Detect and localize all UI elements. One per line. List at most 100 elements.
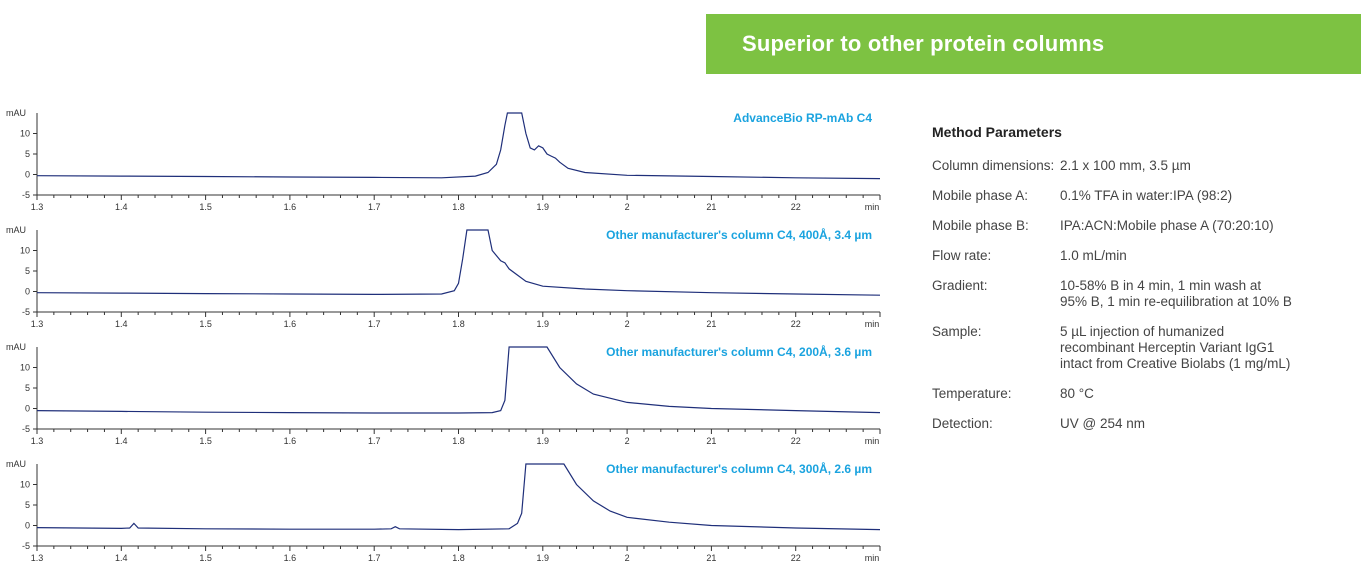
x-tick-label: 1.7	[368, 202, 381, 212]
y-tick-label: 5	[25, 500, 30, 510]
param-row: Sample: 5 µL injection of humanized reco…	[932, 324, 1357, 372]
param-row: Detection: UV @ 254 nm	[932, 416, 1357, 432]
y-tick-label: -5	[22, 541, 30, 551]
x-tick-label: 1.8	[452, 202, 465, 212]
x-tick-label: 1.8	[452, 436, 465, 446]
x-tick-label: 21	[706, 319, 716, 329]
x-tick-label: 1.3	[31, 553, 44, 563]
y-tick-label: -5	[22, 424, 30, 434]
chromatogram-trace	[37, 229, 880, 296]
x-tick-label: 2	[625, 553, 630, 563]
param-value: 1.0 mL/min	[1060, 248, 1127, 263]
param-label: Column dimensions:	[932, 158, 1055, 173]
param-label: Mobile phase B:	[932, 218, 1029, 233]
y-tick-label: 0	[25, 170, 30, 180]
chromatogram-trace	[37, 463, 880, 531]
x-tick-label: 1.6	[284, 553, 297, 563]
chromatogram-trace	[37, 346, 880, 414]
x-tick-label: 1.6	[284, 319, 297, 329]
x-axis-unit-label: min	[865, 436, 880, 446]
x-axis-unit-label: min	[865, 202, 880, 212]
x-tick-label: 1.9	[537, 436, 550, 446]
x-tick-label: 1.6	[284, 436, 297, 446]
y-axis-unit-label: mAU	[6, 225, 26, 235]
chromatogram-trace	[37, 112, 880, 180]
x-tick-label: 1.3	[31, 436, 44, 446]
x-tick-label: 22	[791, 436, 801, 446]
x-tick-label: 1.4	[115, 436, 128, 446]
y-tick-label: 5	[25, 149, 30, 159]
param-row: Mobile phase B: IPA:ACN:Mobile phase A (…	[932, 218, 1357, 234]
x-tick-label: 1.4	[115, 553, 128, 563]
param-label: Mobile phase A:	[932, 188, 1029, 203]
x-tick-label: 1.5	[199, 319, 212, 329]
x-tick-label: 1.5	[199, 202, 212, 212]
x-tick-label: 1.9	[537, 319, 550, 329]
y-tick-label: 10	[20, 363, 30, 373]
param-value: 80 °C	[1060, 386, 1094, 401]
method-parameters: Method Parameters Column dimensions: 2.1…	[932, 124, 1357, 446]
x-tick-label: 2	[625, 202, 630, 212]
y-tick-label: 10	[20, 480, 30, 490]
x-tick-label: 1.9	[537, 202, 550, 212]
param-row: Mobile phase A: 0.1% TFA in water:IPA (9…	[932, 188, 1357, 204]
y-tick-label: 10	[20, 246, 30, 256]
x-tick-label: 1.4	[115, 202, 128, 212]
param-label: Detection:	[932, 416, 993, 431]
y-tick-label: -5	[22, 307, 30, 317]
param-label: Sample:	[932, 324, 982, 339]
param-row: Temperature: 80 °C	[932, 386, 1357, 402]
x-tick-label: 1.3	[31, 202, 44, 212]
param-row: Column dimensions: 2.1 x 100 mm, 3.5 µm	[932, 158, 1357, 174]
y-axis-unit-label: mAU	[6, 342, 26, 352]
x-tick-label: 22	[791, 319, 801, 329]
y-tick-label: 10	[20, 129, 30, 139]
x-tick-label: 2	[625, 319, 630, 329]
chromatogram-stack: mAU -5 0 5 10 1.3 1.4 1.5 1.6 1.7 1.8 1.9 2 21 22 min Ad…	[0, 105, 890, 572]
panel-label: Other manufacturer's column C4, 200Å, 3.…	[606, 344, 872, 359]
x-tick-label: 1.8	[452, 319, 465, 329]
x-tick-label: 1.6	[284, 202, 297, 212]
x-tick-label: 1.3	[31, 319, 44, 329]
x-tick-label: 1.9	[537, 553, 550, 563]
y-tick-label: 5	[25, 383, 30, 393]
param-label: Flow rate:	[932, 248, 992, 263]
param-label: Gradient:	[932, 278, 988, 293]
x-tick-label: 21	[706, 553, 716, 563]
y-tick-label: 5	[25, 266, 30, 276]
param-value: 10-58% B in 4 min, 1 min wash at 95% B, …	[1060, 278, 1292, 309]
x-tick-label: 22	[791, 202, 801, 212]
x-axis-unit-label: min	[865, 319, 880, 329]
param-value: 0.1% TFA in water:IPA (98:2)	[1060, 188, 1233, 203]
x-tick-label: 1.7	[368, 553, 381, 563]
x-axis-unit-label: min	[865, 553, 880, 563]
y-tick-label: 0	[25, 287, 30, 297]
panel-label: Other manufacturer's column C4, 400Å, 3.…	[606, 227, 872, 242]
y-tick-label: -5	[22, 190, 30, 200]
x-tick-label: 22	[791, 553, 801, 563]
param-value: IPA:ACN:Mobile phase A (70:20:10)	[1060, 218, 1274, 233]
x-tick-label: 21	[706, 436, 716, 446]
y-tick-label: 0	[25, 404, 30, 414]
x-tick-label: 1.4	[115, 319, 128, 329]
x-tick-label: 1.5	[199, 553, 212, 563]
param-row: Gradient: 10-58% B in 4 min, 1 min wash …	[932, 278, 1357, 310]
x-tick-label: 1.5	[199, 436, 212, 446]
y-axis-unit-label: mAU	[6, 108, 26, 118]
x-tick-label: 21	[706, 202, 716, 212]
param-label: Temperature:	[932, 386, 1012, 401]
x-tick-label: 1.7	[368, 436, 381, 446]
param-value: 5 µL injection of humanized recombinant …	[1060, 324, 1291, 371]
panel-label: Other manufacturer's column C4, 300Å, 2.…	[606, 461, 872, 476]
x-tick-label: 1.8	[452, 553, 465, 563]
section-banner: Superior to other protein columns	[706, 14, 1361, 74]
param-row: Flow rate: 1.0 mL/min	[932, 248, 1357, 264]
params-table: Column dimensions: 2.1 x 100 mm, 3.5 µm …	[932, 158, 1357, 432]
y-tick-label: 0	[25, 521, 30, 531]
banner-title: Superior to other protein columns	[742, 31, 1105, 56]
params-title: Method Parameters	[932, 124, 1062, 140]
y-axis-unit-label: mAU	[6, 459, 26, 469]
panel-label: AdvanceBio RP-mAb C4	[733, 111, 872, 125]
x-tick-label: 1.7	[368, 319, 381, 329]
